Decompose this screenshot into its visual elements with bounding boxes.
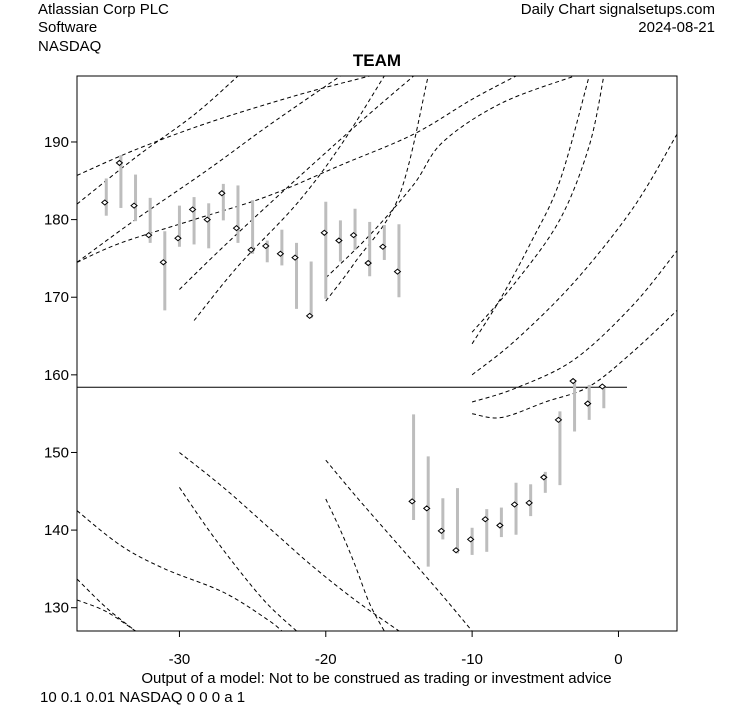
- close-marker: [466, 536, 475, 543]
- projection-curve: [325, 459, 473, 631]
- close-marker: [452, 547, 460, 554]
- close-marker: [100, 199, 109, 206]
- chart-date: 2024-08-21: [638, 19, 715, 36]
- projection-curve: [471, 133, 677, 376]
- close-marker: [261, 242, 270, 250]
- close-marker: [408, 498, 416, 505]
- close-marker: [291, 254, 299, 261]
- projection-curve: [325, 76, 429, 302]
- projection-curve: [179, 452, 400, 631]
- close-marker: [203, 216, 211, 223]
- close-marker: [232, 224, 241, 232]
- close-marker: [159, 259, 168, 266]
- projection-curve: [77, 76, 517, 263]
- model-params: 10 0.1 0.01 NASDAQ 0 0 0 a 1: [40, 689, 246, 706]
- close-marker: [379, 243, 387, 250]
- projection-curve: [178, 487, 297, 631]
- projection-curve: [77, 76, 370, 176]
- y-tick-label: 180: [44, 212, 69, 229]
- price-chart: TEAM 130 140 150 160 170 180 190 -30 -20 -10 0: [44, 51, 678, 668]
- x-tick-label: -30: [169, 651, 191, 668]
- close-marker: [320, 229, 329, 236]
- y-tick-label: 140: [44, 522, 69, 539]
- close-marker: [349, 231, 358, 239]
- close-marker: [174, 235, 182, 242]
- close-marker: [218, 190, 226, 197]
- y-tick-label: 150: [44, 444, 69, 461]
- x-tick-label: -10: [461, 651, 483, 668]
- projection-curve: [472, 310, 677, 419]
- disclaimer: Output of a model: Not to be construed a…: [141, 670, 612, 687]
- close-marker: [422, 505, 431, 512]
- close-marker: [364, 259, 372, 267]
- sector-label: Software: [38, 19, 98, 36]
- close-marker: [525, 499, 533, 507]
- projection-curve: [77, 510, 283, 631]
- close-marker: [130, 202, 138, 209]
- close-marker: [569, 377, 577, 385]
- close-marker: [510, 501, 519, 508]
- projection-curve: [325, 76, 575, 279]
- close-marker: [276, 250, 285, 257]
- chart-title: TEAM: [353, 51, 401, 70]
- plot-frame: [76, 75, 678, 632]
- projection-curve: [471, 76, 605, 333]
- projection-curve: [193, 76, 385, 321]
- close-marker: [393, 268, 402, 275]
- x-tick-label: 0: [614, 651, 622, 668]
- company-name: Atlassian Corp PLC: [38, 1, 169, 18]
- close-marker: [598, 383, 607, 390]
- y-tick-label: 160: [44, 367, 69, 384]
- close-marker: [554, 416, 563, 424]
- close-marker: [437, 527, 446, 535]
- projection-curve: [179, 76, 414, 290]
- y-tick-label: 130: [44, 600, 69, 617]
- x-tick-label: -20: [315, 651, 337, 668]
- projection-curve: [77, 76, 239, 205]
- chart-source: Daily Chart signalsetups.com: [520, 1, 715, 18]
- exchange-label: NASDAQ: [38, 38, 102, 55]
- y-tick-label: 190: [44, 134, 69, 151]
- close-marker: [583, 400, 592, 407]
- close-marker: [335, 237, 343, 244]
- projection-curve: [325, 498, 385, 631]
- projection-curve: [77, 76, 341, 263]
- projection-curve: [77, 578, 136, 631]
- projection-curve: [471, 76, 590, 345]
- y-tick-label: 170: [44, 289, 69, 306]
- close-marker: [144, 231, 153, 239]
- close-marker: [115, 159, 124, 167]
- close-marker: [540, 474, 548, 481]
- projection-curve: [77, 599, 136, 631]
- close-marker: [496, 522, 504, 529]
- close-marker: [481, 516, 490, 523]
- close-marker: [188, 206, 197, 213]
- close-marker: [305, 312, 314, 320]
- close-marker: [247, 246, 255, 254]
